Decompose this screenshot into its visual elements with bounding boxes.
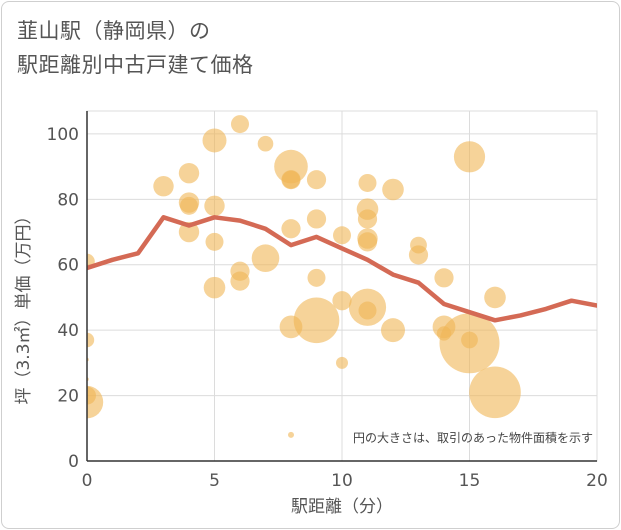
y-tick-label: 0 [68, 452, 79, 472]
y-axis-title: 坪（3.3㎡）単価（万円） [14, 207, 34, 404]
data-bubble [382, 178, 404, 201]
data-bubble [307, 268, 326, 287]
data-bubble [282, 170, 300, 189]
data-bubble [87, 385, 104, 419]
chart-title: 韮山駅（静岡県）の 駅距離別中古戸建て価格 [17, 14, 254, 82]
data-bubble [274, 149, 308, 184]
data-bubble [461, 331, 478, 349]
data-bubble [180, 196, 198, 215]
data-bubble [484, 286, 506, 309]
title-line-2: 駅距離別中古戸建て価格 [17, 53, 254, 77]
data-bubble [434, 268, 454, 288]
data-bubble [357, 232, 378, 252]
axes: 0 5 10 15 20 0 20 40 60 80 100 [47, 111, 608, 491]
data-bubble [204, 195, 225, 217]
data-bubble [306, 209, 327, 229]
x-tick-label: 15 [459, 471, 481, 491]
y-tick-label: 80 [57, 190, 79, 210]
data-bubble [288, 431, 294, 438]
y-tick-label: 20 [57, 387, 79, 407]
data-bubble [469, 366, 521, 419]
data-bubble [153, 176, 174, 197]
data-bubble [358, 173, 377, 192]
bubble-series [87, 115, 521, 438]
data-bubble [205, 232, 224, 251]
data-bubble [203, 276, 226, 299]
data-bubble [257, 135, 274, 152]
data-bubble [231, 115, 249, 134]
average-line [87, 215, 597, 323]
grid [86, 110, 598, 462]
data-bubble [357, 209, 378, 229]
y-tick-label: 40 [57, 321, 79, 341]
data-bubble [381, 318, 405, 343]
average-line-series [87, 215, 597, 323]
title-line-1: 韮山駅（静岡県）の [17, 19, 211, 43]
y-tick-label: 60 [57, 256, 79, 276]
data-bubble [358, 301, 377, 320]
data-bubble [332, 291, 352, 311]
data-bubble [408, 245, 429, 265]
data-bubble [230, 271, 250, 291]
data-bubble [333, 226, 351, 245]
x-tick-label: 20 [586, 471, 608, 491]
x-axis-title: 駅距離（分） [291, 497, 393, 517]
x-tick-label: 0 [82, 471, 93, 491]
data-bubble [178, 162, 200, 184]
y-tick-label: 100 [47, 125, 79, 145]
data-bubble [281, 219, 301, 239]
data-bubble [87, 332, 95, 348]
bubble-size-note: 円の大きさは、取引のあった物件面積を示す [353, 430, 593, 445]
data-bubble [306, 170, 327, 190]
data-bubble [178, 221, 200, 243]
data-bubble [293, 297, 340, 344]
data-bubble [202, 128, 227, 153]
x-tick-label: 10 [331, 471, 353, 491]
data-bubble [336, 356, 348, 369]
x-tick-label: 5 [209, 471, 220, 491]
data-bubble [453, 141, 486, 173]
data-bubble [251, 244, 280, 272]
